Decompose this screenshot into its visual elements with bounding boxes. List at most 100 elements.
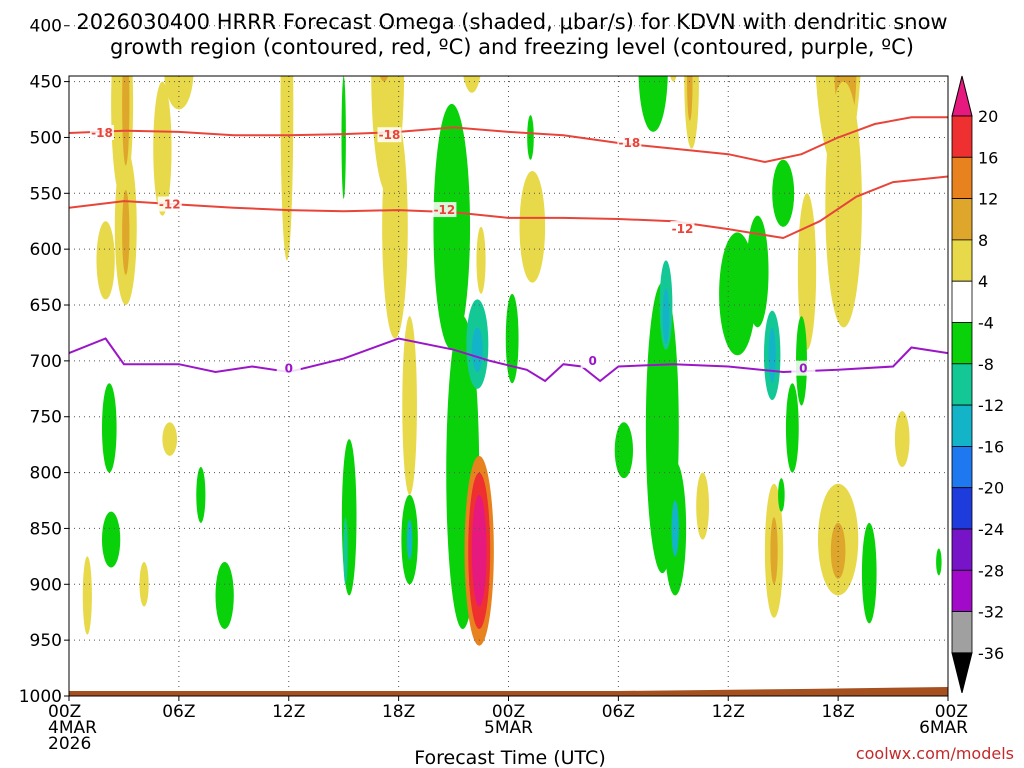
omega-cell-77	[861, 522, 877, 624]
omega-cell-64	[772, 159, 795, 227]
contour-label-minus18-2: -18	[619, 136, 641, 150]
y-tick-label-400: 400	[30, 17, 62, 37]
omega-cell-7	[96, 221, 115, 300]
x-tick-label-0-2: 4MAR	[48, 718, 97, 738]
y-tick-label-500: 500	[30, 128, 62, 148]
omega-cell-40	[463, 76, 481, 93]
omega-cell-24	[379, 76, 389, 82]
omega-cell-67	[770, 517, 778, 585]
omega-cell-78	[894, 411, 910, 467]
contour-label-bg-freezing-2	[791, 360, 816, 376]
omega-cell-5	[122, 76, 130, 166]
contour-label-freezing-2: 0	[799, 362, 807, 376]
omega-cell-12	[101, 383, 117, 473]
omega-cell-13	[101, 511, 121, 568]
x-tick-label-6-1: 06Z	[162, 702, 195, 722]
y-tick-label-650: 650	[30, 296, 62, 316]
x-tick-label-24-2: 5MAR	[484, 718, 533, 738]
y-tick-label-600: 600	[30, 240, 62, 260]
colorbar-tick-5: -4	[978, 314, 994, 333]
colorbar-tick-0: 20	[978, 107, 998, 126]
omega-cell-23	[382, 115, 408, 339]
omega-cell-69	[797, 193, 817, 350]
omega-cell-35	[471, 327, 483, 373]
y-tick-label-750: 750	[30, 408, 62, 428]
omega-cell-56	[662, 288, 670, 345]
omega-cell-49	[638, 76, 668, 132]
y-tick-label-950: 950	[30, 631, 62, 651]
omega-cell-43	[505, 293, 519, 384]
x-tick-label-30-1: 06Z	[602, 702, 635, 722]
omega-cell-21	[341, 76, 346, 199]
omega-colorbar: 20 16 12 8 4 -4 -8 -12 -16 -20 -24 -28 -32 -36	[951, 75, 1004, 694]
omega-cell-11	[162, 422, 178, 456]
colorbar-bottom-arrow	[951, 652, 973, 694]
omega-cell-9	[153, 81, 172, 216]
colorbar-bin-10	[951, 487, 973, 530]
contour-label-minus18-1: -18	[379, 128, 401, 142]
contour-minus12	[69, 175, 948, 240]
credit-text[interactable]: coolwx.com/models	[856, 744, 1014, 763]
colorbar-bin-8	[951, 404, 973, 447]
colorbar-tick-11: -28	[978, 561, 1004, 580]
omega-cell-29	[406, 519, 413, 560]
colorbar-bin-6	[951, 322, 973, 365]
contour-label-minus18-0: -18	[91, 126, 113, 140]
x-tick-label-0-3: 2026	[48, 734, 91, 754]
pressure-axis: 2503003504004505005506006507007508008509…	[19, 17, 69, 707]
colorbar-bin-7	[951, 363, 973, 406]
contour-label-bg-minus12-2	[670, 221, 695, 237]
omega-cell-6	[122, 189, 130, 275]
chart-title-line2: growth region (contoured, red, ºC) and f…	[110, 35, 914, 59]
omega-cell-44	[527, 115, 534, 160]
omega-cell-27	[343, 517, 348, 585]
y-tick-label-450: 450	[30, 73, 62, 93]
omega-shading	[82, 76, 942, 646]
colorbar-tick-4: 4	[978, 272, 988, 291]
contour-label-freezing-1: 0	[589, 354, 597, 368]
contour-label-minus12-0: -12	[159, 197, 181, 211]
omega-cell-65	[785, 383, 799, 473]
omega-cell-79	[936, 548, 942, 576]
omega-cell-45	[519, 170, 546, 283]
colorbar-tick-2: 12	[978, 190, 998, 209]
colorbar-bin-12	[951, 569, 973, 612]
colorbar-tick-12: -32	[978, 603, 1004, 622]
y-tick-label-800: 800	[30, 464, 62, 484]
omega-cell-60	[719, 232, 756, 356]
contour-minus18	[69, 116, 948, 164]
y-tick-label-700: 700	[30, 352, 62, 372]
colorbar-tick-9: -20	[978, 479, 1004, 498]
x-tick-label-42-1: 18Z	[821, 702, 854, 722]
colorbar-bin-13	[951, 611, 973, 654]
omega-cell-32	[433, 103, 471, 350]
colorbar-bin-3	[951, 198, 973, 241]
colorbar-bin-1	[951, 115, 973, 158]
contour-label-minus12-2: -12	[672, 222, 694, 236]
colorbar-tick-7: -12	[978, 396, 1004, 415]
contour-label-bg-minus18-1	[377, 127, 402, 143]
x-tick-label-0-1: 00Z	[48, 702, 81, 722]
contour-label-bg-freezing-0	[276, 360, 301, 376]
omega-cell-25	[402, 316, 417, 495]
omega-cell-61	[746, 215, 769, 328]
y-tick-label-900: 900	[30, 575, 62, 595]
colorbar-bin-5	[951, 280, 973, 323]
omega-cell-59	[696, 472, 710, 540]
colorbar-bin-11	[951, 528, 973, 571]
omega-cell-50	[670, 76, 677, 82]
chart-title-line1: 2026030400 HRRR Forecast Omega (shaded, …	[76, 10, 947, 34]
omega-cell-38	[471, 494, 487, 607]
x-tick-label-48-1: 00Z	[935, 702, 968, 722]
colorbar-bin-9	[951, 445, 973, 489]
colorbar-tick-3: 8	[978, 231, 988, 250]
y-tick-label-1000: 1000	[19, 687, 62, 707]
y-tick-label-850: 850	[30, 519, 62, 539]
omega-cell-68	[778, 478, 785, 512]
y-tick-label-550: 550	[30, 184, 62, 204]
ground-fill	[69, 687, 948, 696]
x-tick-label-18-1: 18Z	[382, 702, 415, 722]
x-tick-label-48-2: 6MAR	[919, 718, 968, 738]
omega-cell-14	[82, 556, 92, 635]
